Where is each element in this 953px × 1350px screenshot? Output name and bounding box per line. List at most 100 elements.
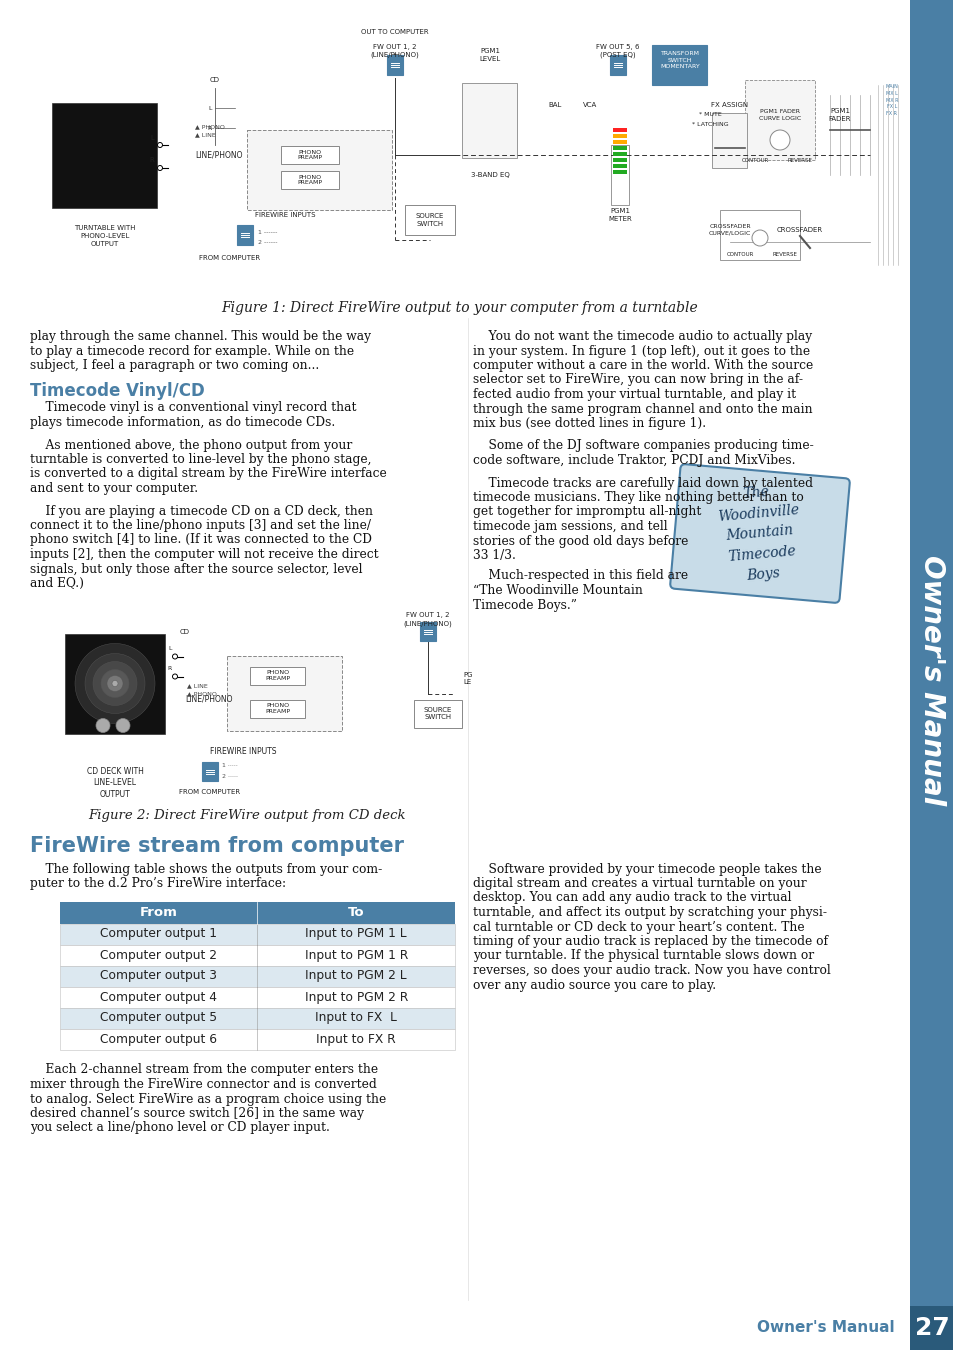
Text: PHONO
PREAMP: PHONO PREAMP — [297, 174, 322, 185]
Text: subject, I feel a paragraph or two coming on...: subject, I feel a paragraph or two comin… — [30, 359, 319, 373]
Text: FW OUT 1, 2: FW OUT 1, 2 — [373, 45, 416, 50]
Circle shape — [498, 130, 511, 140]
Circle shape — [102, 153, 108, 158]
Text: ▲ LINE: ▲ LINE — [187, 683, 208, 688]
Bar — [236, 225, 253, 244]
Text: Each 2-channel stream from the computer enters the: Each 2-channel stream from the computer … — [30, 1064, 377, 1076]
Text: SOURCE
SWITCH: SOURCE SWITCH — [416, 213, 444, 227]
Circle shape — [483, 130, 496, 140]
Text: over any audio source you care to play.: over any audio source you care to play. — [473, 979, 716, 991]
Text: connect it to the line/phono inputs [3] and set the line/: connect it to the line/phono inputs [3] … — [30, 518, 371, 532]
Text: turntable is converted to line-level by the phono stage,: turntable is converted to line-level by … — [30, 454, 371, 466]
Bar — [281, 171, 338, 189]
Text: REVERSE: REVERSE — [772, 252, 797, 258]
Bar — [744, 80, 814, 161]
Text: L: L — [150, 135, 153, 140]
Bar — [247, 130, 392, 211]
Circle shape — [59, 109, 151, 201]
Text: “The Woodinville Mountain: “The Woodinville Mountain — [473, 585, 642, 597]
Text: computer without a care in the world. With the source: computer without a care in the world. Wi… — [473, 359, 812, 373]
Bar — [613, 134, 626, 138]
Bar — [30, 603, 462, 798]
Text: through the same program channel and onto the main: through the same program channel and ont… — [473, 402, 812, 416]
FancyBboxPatch shape — [670, 464, 849, 602]
Text: Computer output 6: Computer output 6 — [100, 1033, 217, 1045]
Text: Owner's Manual: Owner's Manual — [757, 1320, 894, 1335]
Text: plays timecode information, as do timecode CDs.: plays timecode information, as do timeco… — [30, 416, 335, 429]
Circle shape — [101, 670, 129, 698]
Text: PG
LE: PG LE — [463, 672, 473, 686]
Circle shape — [70, 120, 140, 190]
Text: CROSSFADER: CROSSFADER — [776, 227, 822, 234]
Text: Computer output 3: Computer output 3 — [100, 969, 217, 983]
Circle shape — [80, 130, 130, 180]
Text: inputs [2], then the computer will not receive the direct: inputs [2], then the computer will not r… — [30, 548, 378, 562]
Bar — [462, 82, 517, 158]
Circle shape — [107, 675, 123, 691]
Circle shape — [96, 718, 110, 733]
Text: Input to PGM 2 R: Input to PGM 2 R — [304, 991, 408, 1003]
Bar — [613, 158, 626, 162]
Text: SOURCE
SWITCH: SOURCE SWITCH — [423, 707, 452, 721]
Text: From: From — [140, 906, 177, 919]
Bar — [610, 144, 628, 205]
Text: Software provided by your timecode people takes the: Software provided by your timecode peopl… — [473, 863, 821, 876]
Text: timing of your audio track is replaced by the timecode of: timing of your audio track is replaced b… — [473, 936, 827, 948]
Text: 2 ------: 2 ------ — [257, 240, 277, 246]
Text: As mentioned above, the phono output from your: As mentioned above, the phono output fro… — [30, 439, 352, 451]
Bar — [60, 902, 455, 923]
Text: desktop. You can add any audio track to the virtual: desktop. You can add any audio track to … — [473, 891, 791, 904]
Text: PGM1
FADER: PGM1 FADER — [828, 108, 850, 122]
Text: PGM1
LEVEL: PGM1 LEVEL — [478, 49, 500, 62]
Circle shape — [469, 130, 480, 140]
Text: 27: 27 — [914, 1316, 948, 1341]
Circle shape — [498, 104, 511, 116]
Bar — [227, 656, 342, 730]
Text: reverses, so does your audio track. Now you have control: reverses, so does your audio track. Now … — [473, 964, 830, 977]
Text: FIREWIRE INPUTS: FIREWIRE INPUTS — [210, 747, 276, 756]
Text: CD DECK WITH
LINE-LEVEL
OUTPUT: CD DECK WITH LINE-LEVEL OUTPUT — [87, 767, 143, 799]
Text: Figure 1: Direct FireWire output to your computer from a turntable: Figure 1: Direct FireWire output to your… — [221, 301, 698, 315]
Text: 2 ·····: 2 ····· — [222, 774, 237, 779]
Circle shape — [112, 680, 118, 687]
Text: * MUTE: * MUTE — [698, 112, 720, 117]
Bar — [720, 211, 800, 261]
Text: L: L — [169, 647, 172, 651]
Bar — [60, 1007, 455, 1029]
Bar — [909, 1305, 953, 1350]
Circle shape — [85, 653, 145, 714]
Bar — [613, 153, 626, 157]
Bar — [613, 128, 626, 132]
Text: The
Woodinville
Mountain
Timecode
Boys: The Woodinville Mountain Timecode Boys — [714, 482, 804, 585]
Text: Timecode tracks are carefully laid down by talented: Timecode tracks are carefully laid down … — [473, 477, 812, 490]
Text: MAIN
MX L
MX R
FX L
FX R: MAIN MX L MX R FX L FX R — [884, 84, 898, 116]
Text: fected audio from your virtual turntable, and play it: fected audio from your virtual turntable… — [473, 387, 796, 401]
Text: puter to the d.2 Pro’s FireWire interface:: puter to the d.2 Pro’s FireWire interfac… — [30, 878, 286, 890]
Text: You do not want the timecode audio to actually play: You do not want the timecode audio to ac… — [473, 329, 811, 343]
Text: If you are playing a timecode CD on a CD deck, then: If you are playing a timecode CD on a CD… — [30, 505, 373, 517]
Text: Input to FX R: Input to FX R — [316, 1033, 395, 1045]
Text: (POST EQ): (POST EQ) — [599, 51, 635, 58]
Bar — [60, 1029, 455, 1049]
Circle shape — [157, 143, 162, 147]
Bar — [609, 55, 625, 74]
Text: FW OUT 1, 2: FW OUT 1, 2 — [406, 613, 449, 618]
Text: your turntable. If the physical turntable slows down or: your turntable. If the physical turntabl… — [473, 949, 813, 963]
Bar — [202, 761, 218, 782]
Text: you select a line/phono level or CD player input.: you select a line/phono level or CD play… — [30, 1122, 330, 1134]
Text: To: To — [348, 906, 364, 919]
Bar — [405, 205, 455, 235]
Text: Computer output 5: Computer output 5 — [100, 1011, 217, 1025]
Text: phono switch [4] to line. (If it was connected to the CD: phono switch [4] to line. (If it was con… — [30, 533, 372, 547]
Text: LINE/PHONO: LINE/PHONO — [185, 694, 233, 703]
Text: CONTOUR: CONTOUR — [740, 158, 768, 162]
Text: and EQ.): and EQ.) — [30, 576, 84, 590]
Circle shape — [751, 230, 767, 246]
Text: mix bus (see dotted lines in figure 1).: mix bus (see dotted lines in figure 1). — [473, 417, 705, 431]
Text: * LATCHING: * LATCHING — [691, 123, 727, 127]
Bar — [281, 146, 338, 163]
Text: 3-BAND EQ: 3-BAND EQ — [470, 171, 509, 178]
Text: desired channel’s source switch [26] in the same way: desired channel’s source switch [26] in … — [30, 1107, 364, 1120]
Text: 1 ·····: 1 ····· — [222, 763, 237, 768]
Text: CD: CD — [210, 77, 220, 82]
